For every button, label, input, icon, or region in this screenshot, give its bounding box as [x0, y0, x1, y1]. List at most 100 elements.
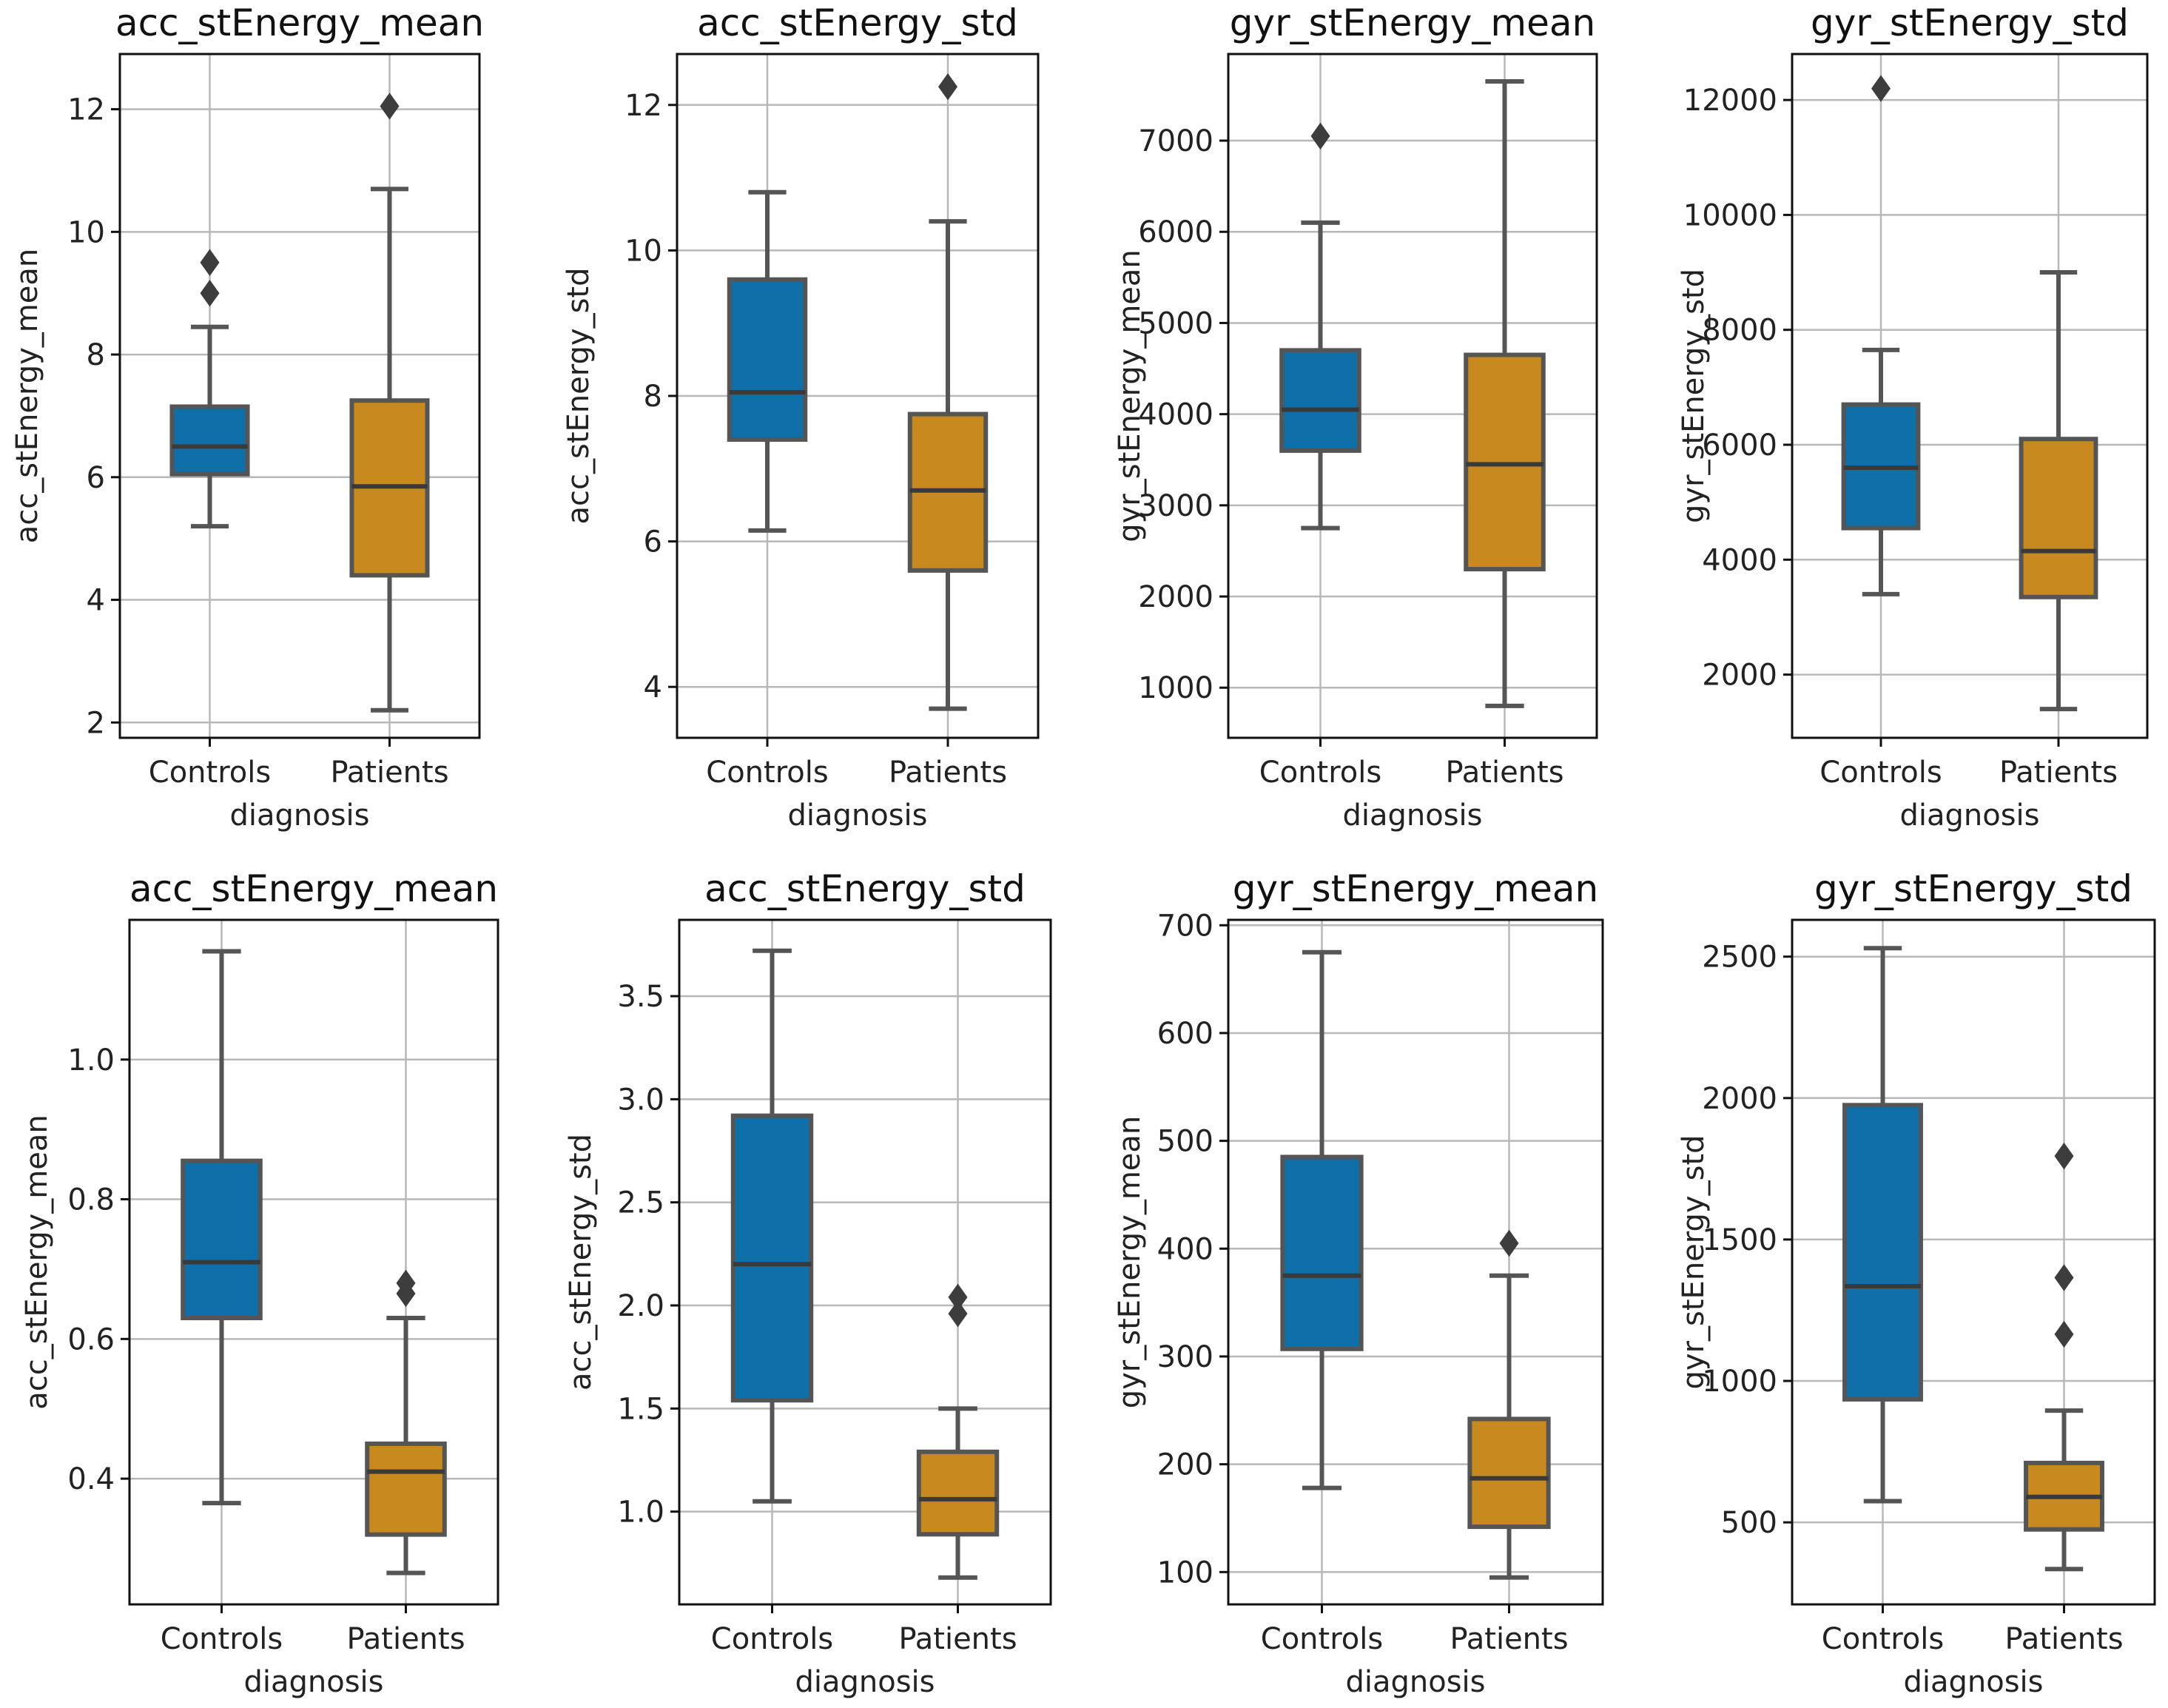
- ytick-label: 10: [625, 234, 662, 268]
- ytick-label: 3.0: [617, 1083, 664, 1117]
- ytick-label: 1.0: [617, 1496, 664, 1530]
- chart-title: acc_stEnergy_mean: [129, 867, 498, 910]
- box-controls: [1841, 75, 1921, 596]
- ytick-label: 3000: [1138, 489, 1213, 523]
- ytick-label: 700: [1157, 909, 1213, 943]
- outlier-marker: [2054, 1264, 2074, 1291]
- ytick-label: 3.5: [617, 980, 664, 1014]
- ytick-label: 200: [1157, 1448, 1213, 1482]
- box-patients: [365, 1269, 447, 1576]
- ytick-label: 6000: [1702, 428, 1777, 463]
- box-patients: [916, 1283, 1000, 1580]
- box-patients: [1467, 1229, 1551, 1580]
- ytick-label: 5000: [1138, 306, 1213, 340]
- plot-frame: [1227, 918, 1604, 1606]
- chart-panel-8: 500 1000 1500 2000 2500 Controls Patients diagn…: [1677, 867, 2156, 1699]
- ytick-label: 300: [1157, 1340, 1213, 1374]
- ytick-label: 1000: [1702, 1365, 1777, 1399]
- xtick-label: Patients: [889, 756, 1007, 790]
- xtick-label: Controls: [149, 756, 271, 790]
- ytick-label: 6: [644, 525, 662, 559]
- chart-panel-6: 1.0 1.5 2.0 2.5 3.0 3.5 Controls Patients diagno…: [564, 867, 1052, 1699]
- plot-frame: [678, 918, 1052, 1606]
- x-axis-label: diagnosis: [243, 1665, 383, 1699]
- plot-frame: [1791, 53, 2149, 739]
- ytick-label: 8: [87, 338, 105, 372]
- xtick-label: Patients: [2004, 1622, 2123, 1656]
- box-patients: [2019, 270, 2098, 712]
- iqr-box: [1279, 348, 1361, 453]
- ytick-label: 1.5: [617, 1392, 664, 1426]
- xtick-label: Controls: [1261, 1622, 1383, 1656]
- ytick-label: 7000: [1138, 124, 1213, 158]
- xtick-label: Controls: [706, 756, 828, 790]
- outlier-marker: [396, 1269, 416, 1297]
- box-controls: [730, 948, 814, 1504]
- ytick-label: 100: [1157, 1556, 1213, 1590]
- box-patients: [349, 93, 430, 713]
- x-axis-label: diagnosis: [787, 798, 927, 833]
- chart-title: gyr_stEnergy_std: [1814, 867, 2132, 910]
- chart-panel-3: 1000 2000 3000 4000 5000 6000 7000 Controls Pati…: [1113, 1, 1598, 833]
- x-axis-label: diagnosis: [1345, 1665, 1485, 1699]
- box-patients: [2024, 1142, 2104, 1572]
- plot-frame: [128, 918, 499, 1606]
- chart-title: acc_stEnergy_std: [697, 1, 1018, 44]
- y-axis-label: acc_stEnergy_mean: [10, 249, 44, 544]
- outlier-marker: [1310, 122, 1330, 150]
- x-axis-label: diagnosis: [1899, 798, 2039, 833]
- xtick-label: Controls: [711, 1622, 833, 1656]
- outlier-marker: [1871, 75, 1891, 102]
- ytick-label: 600: [1157, 1017, 1213, 1051]
- iqr-box: [2019, 437, 2098, 599]
- ytick-label: 8: [644, 380, 662, 414]
- box-patients: [907, 73, 989, 711]
- iqr-box: [1842, 1103, 1923, 1402]
- iqr-box: [365, 1441, 447, 1537]
- iqr-box: [730, 1113, 814, 1403]
- box-controls: [169, 249, 250, 529]
- ytick-label: 0.6: [67, 1322, 115, 1356]
- outlier-marker: [948, 1300, 968, 1328]
- ytick-label: 4: [644, 670, 662, 705]
- x-axis-label: diagnosis: [229, 798, 369, 833]
- ytick-label: 500: [1157, 1125, 1213, 1159]
- ytick-label: 0.8: [67, 1183, 115, 1217]
- chart-title: gyr_stEnergy_mean: [1230, 1, 1595, 44]
- chart-title: gyr_stEnergy_std: [1811, 1, 2129, 44]
- outlier-marker: [2054, 1142, 2074, 1170]
- chart-title: gyr_stEnergy_mean: [1233, 867, 1598, 910]
- iqr-box: [1280, 1154, 1364, 1351]
- ytick-label: 10000: [1683, 198, 1777, 232]
- x-axis-label: diagnosis: [795, 1665, 935, 1699]
- iqr-box: [1464, 352, 1546, 572]
- iqr-box: [727, 277, 808, 442]
- outlier-marker: [938, 73, 957, 101]
- plot-frame: [118, 53, 481, 739]
- chart-title: acc_stEnergy_mean: [115, 1, 484, 44]
- box-controls: [1279, 122, 1361, 531]
- x-axis-label: diagnosis: [1342, 798, 1482, 833]
- ytick-label: 12: [625, 89, 662, 123]
- y-axis-label: gyr_stEnergy_std: [1677, 269, 1711, 523]
- iqr-box: [169, 404, 250, 477]
- chart-panel-4: 2000 4000 6000 8000 10000 12000 Controls Patien…: [1677, 1, 2149, 833]
- chart-panel-1: 2 4 6 8 10 12 Controls Patients diagnosis acc_stE…: [10, 1, 484, 833]
- plot-frame: [1791, 918, 2156, 1606]
- ytick-label: 4: [87, 584, 105, 618]
- ytick-label: 6: [87, 461, 105, 495]
- x-axis-label: diagnosis: [1903, 1665, 2043, 1699]
- xtick-label: Controls: [161, 1622, 283, 1656]
- iqr-box: [916, 1449, 1000, 1537]
- iqr-box: [1467, 1416, 1551, 1530]
- y-axis-label: gyr_stEnergy_mean: [1113, 249, 1147, 542]
- chart-title: acc_stEnergy_std: [704, 867, 1026, 910]
- ytick-label: 1.0: [67, 1043, 115, 1077]
- y-axis-label: acc_stEnergy_mean: [20, 1114, 54, 1410]
- ytick-label: 2: [87, 706, 105, 740]
- outlier-marker: [1499, 1229, 1519, 1257]
- ytick-label: 4000: [1138, 398, 1213, 432]
- outlier-marker: [200, 249, 220, 276]
- ytick-label: 4000: [1702, 543, 1777, 577]
- ytick-label: 2500: [1702, 941, 1777, 975]
